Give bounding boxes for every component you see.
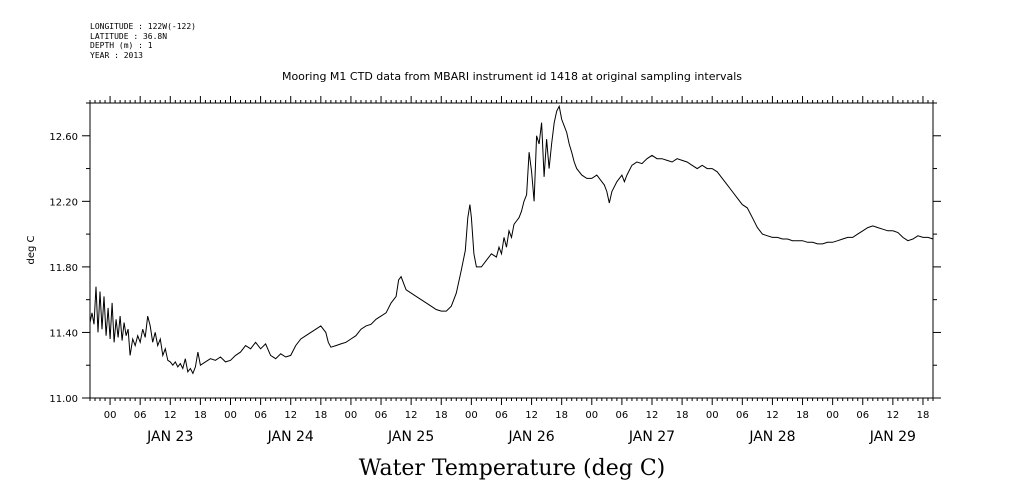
y-tick-label: 11.40 bbox=[49, 328, 78, 339]
date-label: JAN 24 bbox=[267, 429, 314, 445]
x-tick-label: 18 bbox=[314, 410, 327, 421]
x-tick-label: 18 bbox=[676, 410, 689, 421]
x-tick-labels: 00 06 12 18 00 06 12 18 00 06 12 18 00 06 12 18 00 06 12 18… bbox=[104, 410, 930, 421]
y-axis-label: deg C bbox=[26, 235, 37, 264]
x-tick-label: 06 bbox=[375, 410, 388, 421]
date-label: JAN 29 bbox=[869, 429, 916, 445]
y-tick-labels: 11.00 11.40 11.80 12.20 12.60 bbox=[49, 132, 78, 405]
x-tick-label: 00 bbox=[706, 410, 719, 421]
x-tick-label: 06 bbox=[856, 410, 869, 421]
metadata-block: LONGITUDE : 122W(-122) LATITUDE : 36.8N … bbox=[90, 22, 196, 60]
x-tick-label: 06 bbox=[736, 410, 749, 421]
x-tick-label: 12 bbox=[646, 410, 659, 421]
metadata-latitude: LATITUDE : 36.8N bbox=[90, 31, 168, 41]
x-tick-label: 06 bbox=[616, 410, 629, 421]
x-tick-label: 00 bbox=[224, 410, 237, 421]
y-tick-label: 12.60 bbox=[49, 132, 78, 143]
x-tick-label: 00 bbox=[345, 410, 358, 421]
y-tick-label: 11.80 bbox=[49, 263, 78, 274]
x-tick-label: 12 bbox=[284, 410, 297, 421]
x-tick-label: 18 bbox=[435, 410, 448, 421]
x-axis-label: Water Temperature (deg C) bbox=[359, 456, 666, 481]
date-label: JAN 28 bbox=[748, 429, 795, 445]
x-tick-label: 18 bbox=[796, 410, 809, 421]
x-tick-label: 12 bbox=[766, 410, 779, 421]
x-tick-label: 18 bbox=[194, 410, 207, 421]
x-tick-label: 12 bbox=[886, 410, 899, 421]
date-label: JAN 26 bbox=[507, 429, 554, 445]
plot-frame bbox=[89, 102, 934, 399]
x-tick-label: 18 bbox=[555, 410, 568, 421]
x-tick-label: 06 bbox=[254, 410, 267, 421]
chart-title: Mooring M1 CTD data from MBARI instrumen… bbox=[282, 70, 742, 83]
x-tick-label: 12 bbox=[525, 410, 538, 421]
metadata-depth: DEPTH (m) : 1 bbox=[90, 41, 153, 50]
x-tick-label: 00 bbox=[585, 410, 598, 421]
x-tick-label: 18 bbox=[917, 410, 930, 421]
x-tick-label: 00 bbox=[104, 410, 117, 421]
x-tick-label: 00 bbox=[465, 410, 478, 421]
date-labels: JAN 23 JAN 24 JAN 25 JAN 26 JAN 27 JAN 28 JAN … bbox=[146, 429, 916, 445]
x-tick-label: 12 bbox=[405, 410, 418, 421]
metadata-longitude: LONGITUDE : 122W(-122) bbox=[90, 22, 196, 31]
x-tick-label: 00 bbox=[826, 410, 839, 421]
series-line bbox=[89, 104, 934, 375]
date-label: JAN 23 bbox=[146, 429, 193, 445]
date-label: JAN 25 bbox=[387, 429, 434, 445]
x-tick-label: 06 bbox=[495, 410, 508, 421]
axis-ticks bbox=[82, 96, 941, 405]
metadata-year: YEAR : 2013 bbox=[90, 50, 143, 60]
y-tick-label: 11.00 bbox=[49, 394, 78, 405]
x-tick-label: 12 bbox=[164, 410, 177, 421]
y-tick-label: 12.20 bbox=[49, 197, 78, 208]
x-tick-label: 06 bbox=[134, 410, 147, 421]
date-label: JAN 27 bbox=[628, 429, 675, 445]
